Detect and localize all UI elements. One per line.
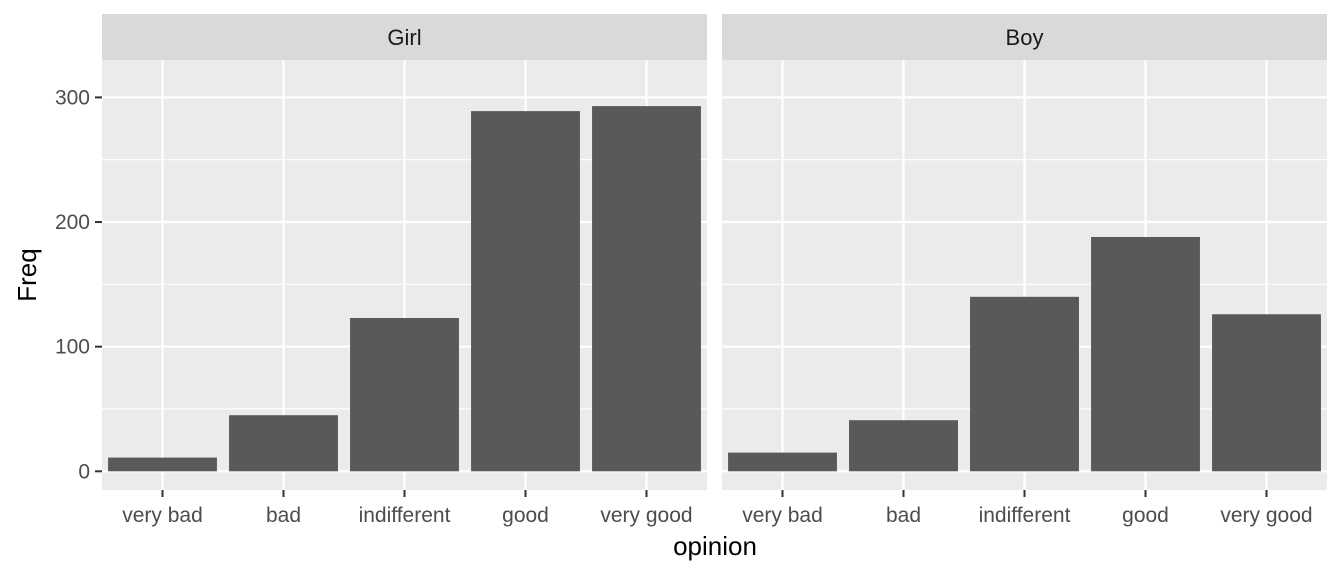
bar-boy-very-good	[1212, 314, 1321, 472]
x-tick-label: good	[502, 504, 549, 527]
bar-girl-very-good	[592, 106, 701, 472]
facet-strip	[722, 14, 1327, 60]
y-tick-label: 300	[55, 86, 90, 109]
bar-boy-good	[1091, 236, 1200, 472]
x-tick-label: very good	[1220, 504, 1312, 527]
bar-girl-good	[471, 111, 580, 472]
bar-boy-indifferent	[970, 296, 1079, 472]
x-tick-label: bad	[266, 504, 301, 527]
x-tick-label: very bad	[122, 504, 203, 527]
y-tick-label: 0	[78, 460, 90, 483]
bar-girl-bad	[229, 415, 338, 472]
y-tick-label: 100	[55, 336, 90, 359]
x-tick-label: very good	[600, 504, 692, 527]
bar-boy-bad	[849, 420, 958, 472]
y-axis-label: Freq	[12, 248, 42, 301]
x-tick-label: indifferent	[979, 504, 1071, 527]
x-axis-label: opinion	[673, 531, 757, 561]
facet-panel-girl: Girl very bad bad indifferent good very good	[102, 14, 707, 527]
bar-boy-very-bad	[728, 452, 837, 472]
facet-strip	[102, 14, 707, 60]
bar-girl-very-bad	[108, 457, 217, 472]
y-tick-label: 200	[55, 211, 90, 234]
facet-panel-boy: Boy very bad bad indifferent good very good	[722, 14, 1327, 527]
x-tick-label: bad	[886, 504, 921, 527]
x-tick-label: very bad	[742, 504, 823, 527]
facet-strip-label: Girl	[387, 25, 421, 50]
x-tick-label: indifferent	[359, 504, 451, 527]
x-tick-label: good	[1122, 504, 1169, 527]
bar-girl-indifferent	[350, 318, 459, 472]
facet-strip-label: Boy	[1006, 25, 1044, 50]
